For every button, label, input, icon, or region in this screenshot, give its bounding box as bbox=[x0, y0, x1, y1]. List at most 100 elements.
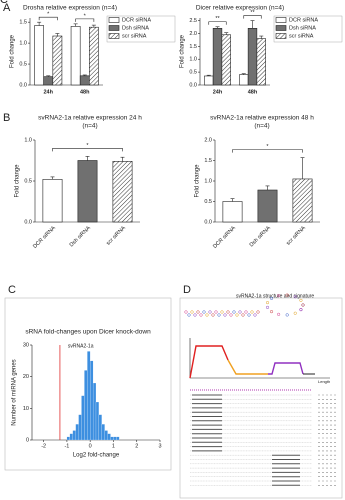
y-tick-label: 2.0 bbox=[204, 137, 212, 143]
panel-c-frame bbox=[4, 297, 172, 471]
chart-title: Drosha relative expression (n=4) bbox=[23, 5, 117, 12]
error-bar bbox=[300, 157, 305, 179]
histogram-bar bbox=[116, 436, 120, 441]
panel-letter: C bbox=[0, 0, 8, 6]
legend-label: DCR siRNA bbox=[122, 17, 151, 23]
nucleotide bbox=[199, 313, 203, 317]
y-axis-label: Fold change bbox=[180, 34, 186, 68]
nucleotide bbox=[226, 310, 230, 314]
x-tick-label: 24h bbox=[44, 89, 54, 95]
y-tick-label: 1.5 bbox=[19, 20, 27, 26]
nucleotide bbox=[193, 313, 197, 317]
error-bar bbox=[46, 75, 51, 77]
y-tick-label: 2.5 bbox=[189, 18, 197, 24]
nucleotide bbox=[277, 312, 281, 316]
nucleotide bbox=[285, 293, 289, 297]
panel-d-drawing: Length bbox=[184, 293, 336, 486]
y-tick-label: 1.0 bbox=[204, 178, 212, 184]
sig-bracket bbox=[243, 15, 262, 19]
y-tick-label: 0.0 bbox=[19, 82, 27, 88]
nucleotide bbox=[196, 310, 200, 314]
x-tick-label: DCR siRNA bbox=[32, 225, 57, 250]
x-tick-label: -1 bbox=[64, 443, 69, 449]
nucleotide bbox=[208, 310, 212, 314]
bar bbox=[79, 75, 90, 86]
histogram-bar bbox=[66, 436, 70, 441]
nucleotide bbox=[244, 310, 248, 314]
legend-label: Dsh siRNA bbox=[289, 25, 316, 31]
y-axis-label: Fold change bbox=[195, 164, 201, 198]
nucleotide bbox=[217, 313, 221, 317]
nucleotide bbox=[190, 310, 194, 314]
panel-letter: C bbox=[8, 284, 16, 296]
y-tick-label: 1.0 bbox=[24, 137, 32, 143]
error-bar bbox=[215, 26, 220, 29]
error-bar bbox=[120, 156, 125, 162]
error-bar bbox=[259, 35, 264, 39]
bar bbox=[43, 76, 54, 86]
x-tick-label: 24h bbox=[213, 89, 223, 95]
nucleotide bbox=[265, 305, 270, 309]
chart-subtitle: (n=4) bbox=[254, 123, 269, 130]
error-bar bbox=[206, 74, 211, 76]
error-bar bbox=[224, 32, 229, 35]
nucleotide bbox=[238, 310, 242, 314]
nucleotide bbox=[229, 313, 233, 317]
y-tick-label: 2.0 bbox=[189, 31, 197, 37]
histogram-bar bbox=[92, 382, 97, 441]
y-tick-label: 0.5 bbox=[189, 70, 197, 76]
histogram-bar bbox=[78, 414, 82, 441]
error-bar bbox=[230, 198, 235, 202]
error-bar bbox=[250, 20, 255, 29]
sig-label: * bbox=[47, 12, 50, 18]
y-tick-label: 1.5 bbox=[204, 158, 212, 164]
bar bbox=[239, 74, 249, 86]
trace-red bbox=[189, 345, 229, 379]
marker-label: svRNA2-1a bbox=[68, 343, 94, 349]
trace-axis bbox=[189, 338, 330, 379]
x-tick-label: DCR siRNA bbox=[212, 225, 237, 250]
x-tick-label: Dsh siRNA bbox=[69, 225, 92, 248]
bar bbox=[204, 75, 214, 86]
x-tick-label: 48h bbox=[248, 89, 258, 95]
x-tick-label: 0 bbox=[89, 443, 92, 449]
chart-title: sRNA fold-changes upon Dicer knock-down bbox=[25, 329, 151, 336]
sig-bracket bbox=[38, 16, 58, 21]
y-tick-label: 10 bbox=[23, 406, 29, 412]
panel-d-frame bbox=[179, 297, 343, 499]
nucleotide bbox=[253, 313, 257, 317]
x-tick-label: 3 bbox=[158, 443, 161, 449]
error-bar bbox=[73, 23, 78, 27]
bar bbox=[42, 179, 63, 223]
legend-frame bbox=[273, 15, 343, 43]
bar bbox=[112, 161, 133, 223]
bar bbox=[34, 25, 44, 86]
nucleotide bbox=[293, 311, 297, 315]
bar bbox=[222, 201, 243, 223]
x-tick-label: 1 bbox=[112, 443, 115, 449]
y-tick-label: 0.5 bbox=[204, 199, 212, 205]
sig-bracket bbox=[75, 18, 95, 22]
legend-swatch bbox=[108, 17, 120, 23]
nucleotide bbox=[232, 310, 236, 314]
histogram-bar bbox=[69, 433, 73, 441]
y-tick-label: 30 bbox=[23, 342, 29, 348]
histogram-bar bbox=[110, 436, 114, 441]
sig-label: * bbox=[266, 144, 269, 150]
bar bbox=[77, 160, 98, 223]
x-tick-label: 2 bbox=[135, 443, 138, 449]
y-tick-label: 1.0 bbox=[189, 57, 197, 63]
sig-bracket bbox=[232, 149, 303, 153]
chart-subtitle: (n=4) bbox=[82, 123, 97, 130]
bar bbox=[247, 28, 258, 86]
histogram-bar bbox=[72, 430, 76, 441]
nucleotide bbox=[214, 310, 218, 314]
sig-label: ** bbox=[215, 16, 220, 22]
x-tick-label: 48h bbox=[80, 89, 90, 95]
legend-frame bbox=[106, 15, 176, 43]
trace-purple bbox=[268, 362, 304, 375]
panel-letter: A bbox=[3, 2, 11, 14]
panel-letter: D bbox=[183, 284, 191, 296]
nucleotide bbox=[187, 313, 191, 317]
